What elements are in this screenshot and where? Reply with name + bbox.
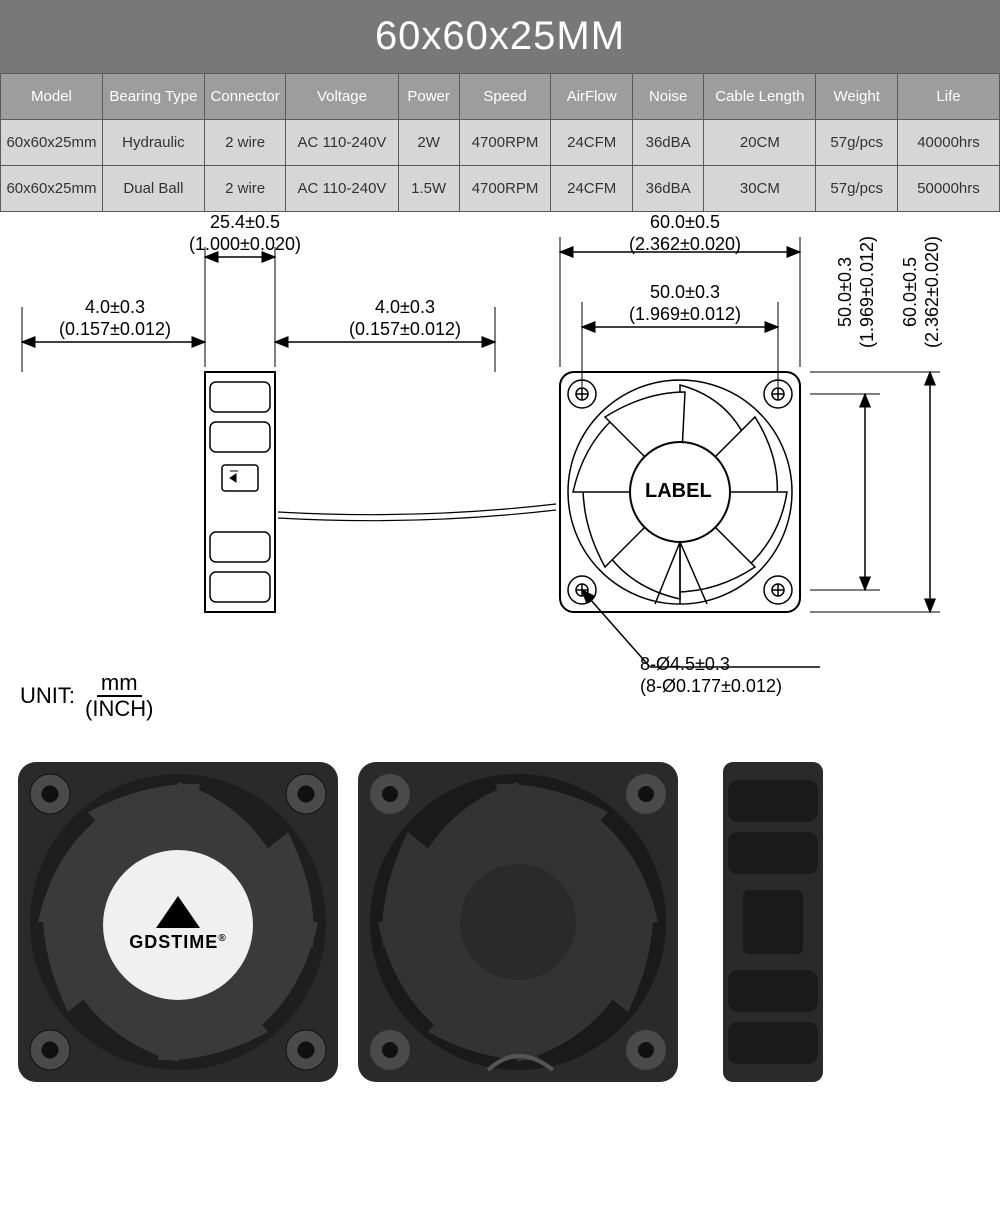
engineering-diagram: LABEL (0, 212, 1000, 752)
table-header-cell: Bearing Type (102, 74, 204, 120)
brand-label: GDSTIME® (103, 850, 253, 1000)
table-header-cell: Noise (632, 74, 703, 120)
table-cell: 40000hrs (897, 120, 999, 166)
dim-width: 60.0±0.5 (2.362±0.020) (600, 212, 770, 255)
table-cell: 30CM (704, 166, 816, 212)
table-header-cell: Voltage (286, 74, 398, 120)
table-header-cell: AirFlow (551, 74, 633, 120)
fan-photo-side (698, 762, 848, 1087)
table-cell: AC 110-240V (286, 120, 398, 166)
table-header-cell: Connector (204, 74, 286, 120)
table-cell: 60x60x25mm (1, 166, 103, 212)
table-cell: 2 wire (204, 166, 286, 212)
table-cell: 57g/pcs (816, 120, 898, 166)
table-cell: 36dBA (632, 120, 703, 166)
product-photos: GDSTIME® (0, 752, 1000, 1117)
table-cell: 2W (398, 120, 459, 166)
fan-photo-back (358, 762, 678, 1087)
table-header-cell: Speed (459, 74, 551, 120)
fan-photo-front: GDSTIME® (18, 762, 338, 1087)
page-title: 60x60x25MM (0, 0, 1000, 73)
table-cell: 36dBA (632, 166, 703, 212)
table-cell: Hydraulic (102, 120, 204, 166)
dim-hmount: 50.0±0.3 (1.969±0.012) (835, 192, 878, 392)
table-header-cell: Power (398, 74, 459, 120)
table-cell: 24CFM (551, 120, 633, 166)
table-row: 60x60x25mmHydraulic2 wireAC 110-240V2W47… (1, 120, 1000, 166)
table-cell: 60x60x25mm (1, 120, 103, 166)
table-cell: AC 110-240V (286, 166, 398, 212)
table-header-cell: Weight (816, 74, 898, 120)
table-cell: 24CFM (551, 166, 633, 212)
table-cell: Dual Ball (102, 166, 204, 212)
table-header-cell: Life (897, 74, 999, 120)
brand-logo-icon (156, 896, 200, 928)
table-header-cell: Cable Length (704, 74, 816, 120)
dim-height: 60.0±0.5 (2.362±0.020) (900, 192, 943, 392)
table-header-cell: Model (1, 74, 103, 120)
table-cell: 1.5W (398, 166, 459, 212)
dim-offset-left: 4.0±0.3 (0.157±0.012) (40, 297, 190, 340)
dim-hole: 8-Ø4.5±0.3 (8-Ø0.177±0.012) (640, 654, 840, 697)
table-cell: 4700RPM (459, 166, 551, 212)
table-header-row: ModelBearing TypeConnectorVoltagePowerSp… (1, 74, 1000, 120)
dim-mount: 50.0±0.3 (1.969±0.012) (600, 282, 770, 325)
table-cell: 20CM (704, 120, 816, 166)
dim-depth: 25.4±0.5 (1.000±0.020) (185, 212, 305, 255)
dim-offset-right: 4.0±0.3 (0.157±0.012) (330, 297, 480, 340)
table-cell: 2 wire (204, 120, 286, 166)
table-cell: 4700RPM (459, 120, 551, 166)
unit-legend: UNIT: mm (INCH) (20, 670, 153, 722)
